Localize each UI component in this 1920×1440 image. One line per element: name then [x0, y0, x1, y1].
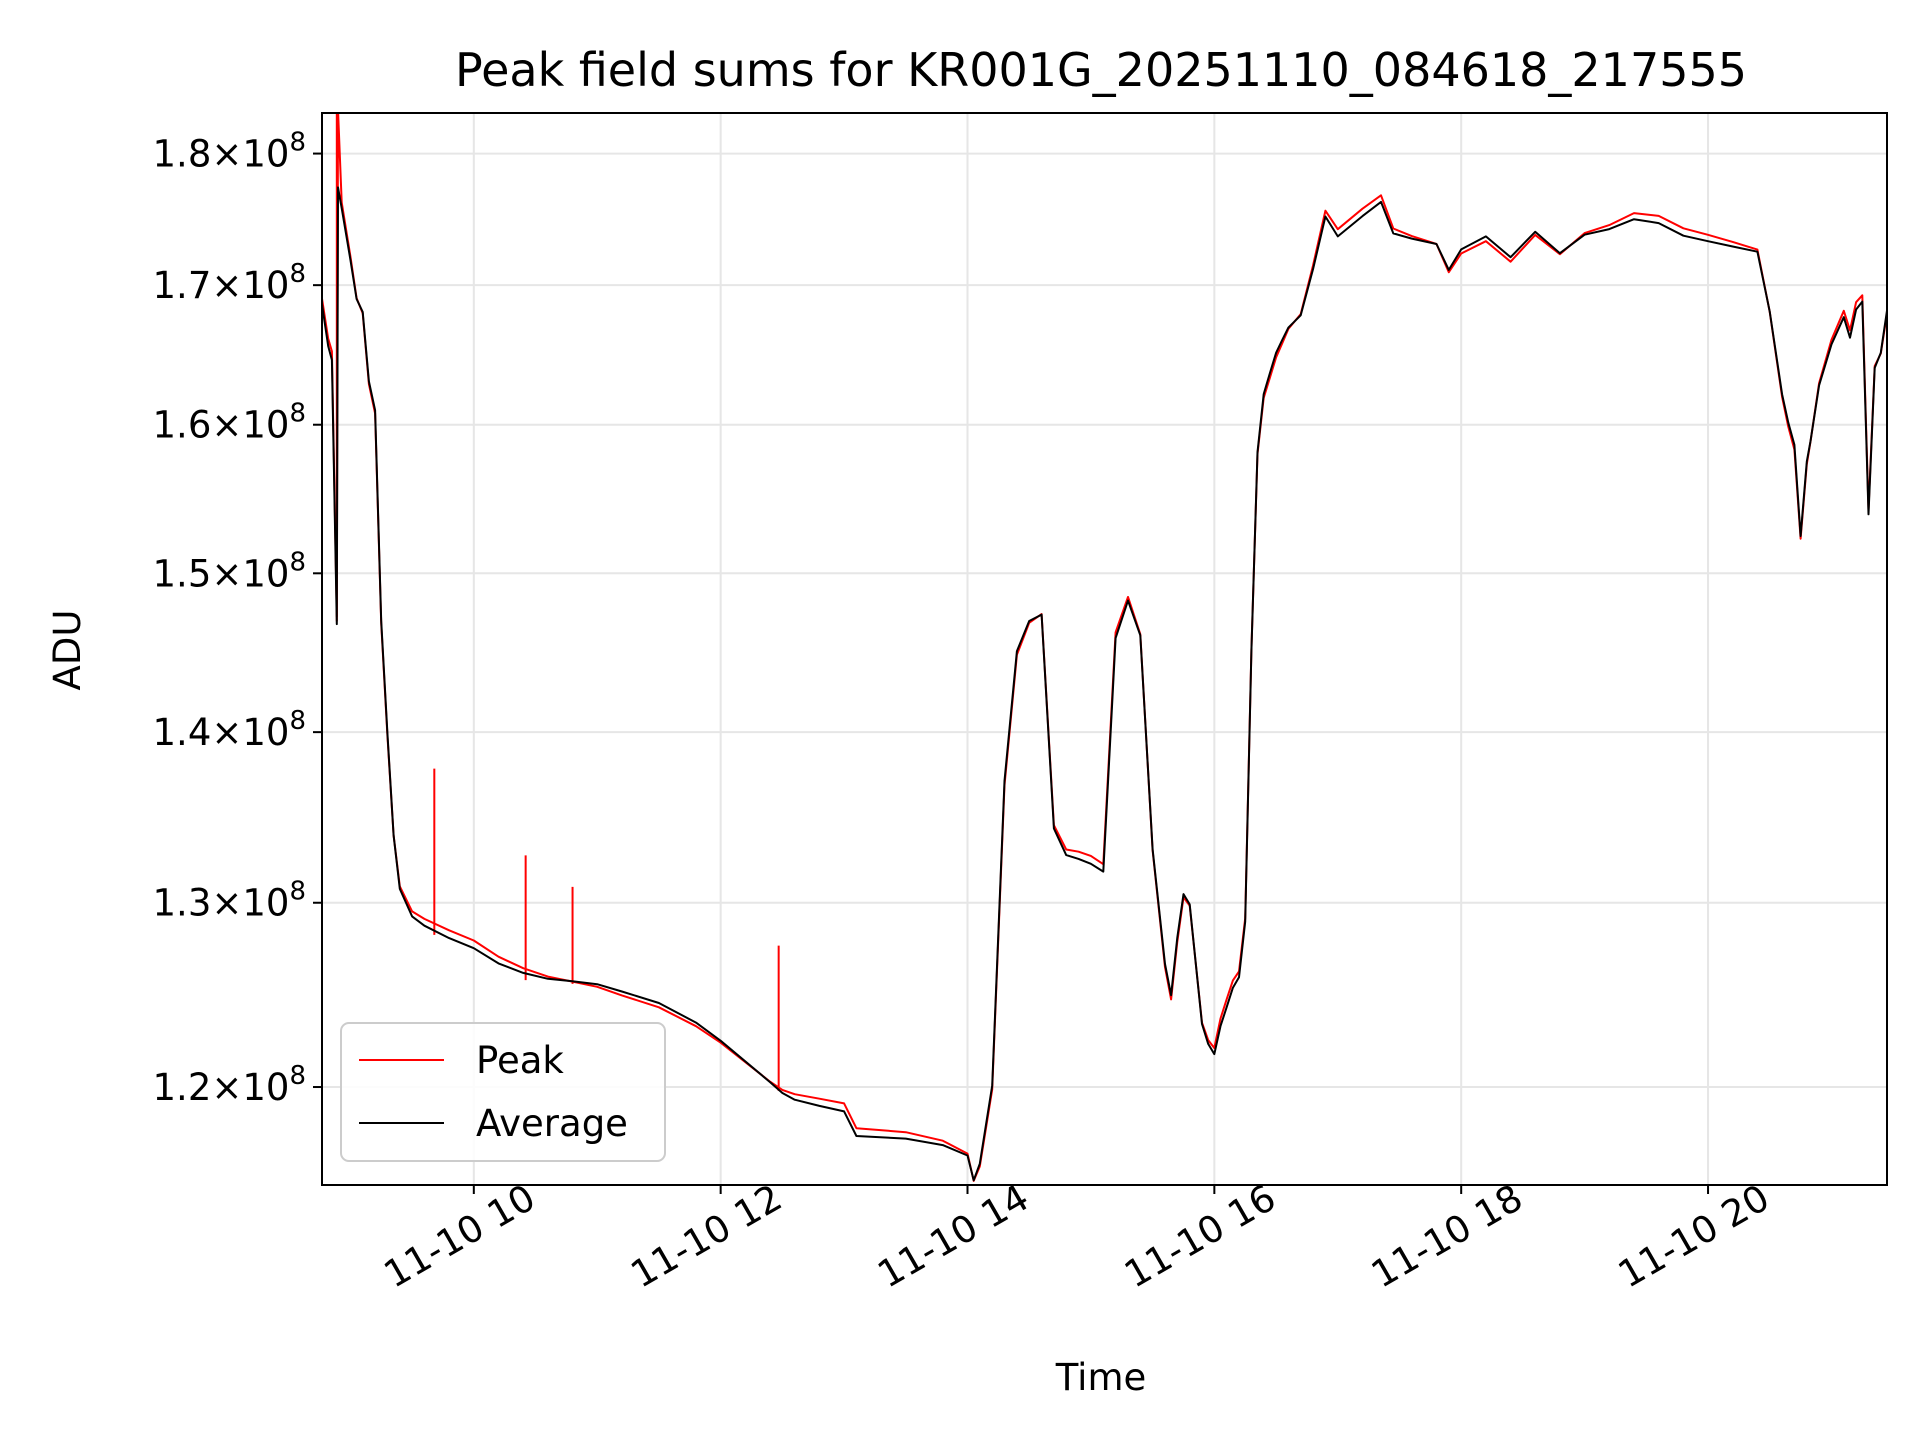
y-tick-label: 1.4×108 [153, 706, 306, 754]
series-layer [322, 113, 1887, 1182]
legend: Peak Average [340, 1022, 666, 1162]
y-tick-label: 1.7×108 [153, 259, 306, 307]
y-axis-label: ADU [46, 610, 89, 691]
y-tick-label: 1.6×108 [153, 399, 306, 447]
y-tick-label: 1.5×108 [153, 547, 306, 595]
chart-title: Peak field sums for KR001G_20251110_0846… [455, 43, 1747, 97]
x-axis-label: Time [1055, 1356, 1147, 1399]
legend-label-average: Average [476, 1102, 628, 1145]
grid [322, 113, 1887, 1185]
legend-label-peak: Peak [476, 1039, 564, 1082]
legend-box [340, 1022, 666, 1162]
series-line-average [322, 186, 1887, 1182]
y-tick-label: 1.8×108 [153, 128, 306, 176]
y-tick-label: 1.3×108 [153, 877, 306, 925]
y-tick-label: 1.2×108 [153, 1061, 306, 1109]
plot-frame [321, 112, 1888, 1186]
